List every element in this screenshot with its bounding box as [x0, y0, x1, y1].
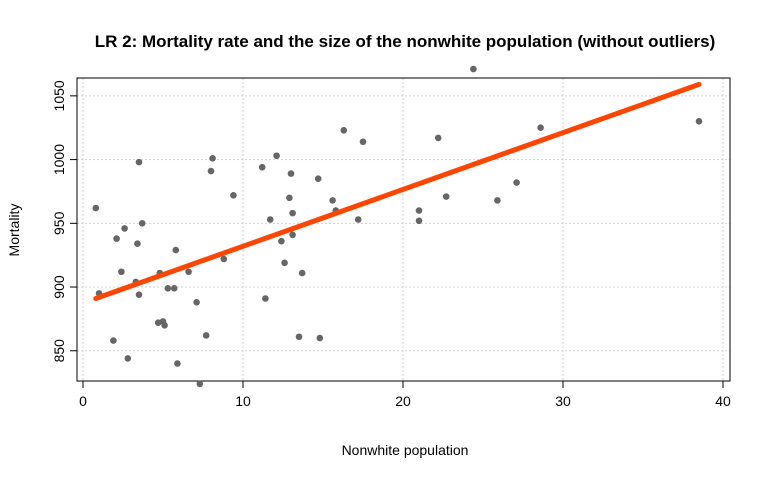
data-point — [273, 152, 280, 160]
data-point — [220, 255, 228, 263]
data-point — [174, 360, 181, 367]
data-point — [695, 118, 703, 125]
y-tick-label: 900 — [51, 275, 67, 299]
data-point — [298, 269, 306, 277]
x-tick-label: 40 — [715, 393, 731, 409]
data-point — [289, 209, 296, 217]
data-points — [92, 65, 703, 388]
data-point — [537, 124, 544, 132]
x-tick-label: 20 — [395, 393, 411, 409]
data-point — [134, 240, 141, 248]
data-point — [442, 193, 450, 200]
data-point — [124, 355, 132, 362]
data-point — [196, 380, 204, 388]
y-tick-label: 1050 — [51, 80, 67, 111]
chart-title: LR 2: Mortality rate and the size of the… — [95, 32, 716, 51]
data-point — [287, 170, 295, 177]
data-point — [121, 225, 128, 232]
x-tick-label: 30 — [555, 393, 571, 409]
data-point — [135, 291, 143, 298]
grid-lines — [77, 78, 730, 381]
data-point — [434, 134, 442, 142]
data-point — [494, 197, 501, 204]
data-point — [278, 237, 285, 245]
data-point — [113, 235, 120, 242]
data-point — [258, 163, 266, 171]
x-tick-label: 10 — [235, 393, 251, 409]
y-tick-label: 850 — [51, 339, 67, 363]
data-point — [286, 194, 293, 202]
data-point — [314, 175, 322, 183]
data-point — [185, 268, 192, 276]
data-point — [266, 216, 274, 223]
data-point — [281, 259, 288, 267]
data-point — [209, 155, 216, 162]
data-point — [354, 216, 362, 223]
data-point — [470, 65, 477, 73]
data-point — [415, 207, 423, 214]
data-point — [230, 191, 237, 199]
data-point — [329, 197, 336, 204]
data-point — [289, 231, 296, 239]
regression-line — [93, 81, 702, 302]
x-tick-label: 0 — [79, 393, 87, 409]
data-point — [118, 268, 125, 276]
data-point — [513, 179, 520, 186]
x-axis: 0 10 20 30 40 — [79, 380, 731, 409]
data-point — [316, 334, 324, 342]
data-point — [135, 158, 143, 166]
data-point — [170, 285, 178, 292]
data-point — [161, 321, 168, 329]
data-point — [202, 332, 210, 339]
data-point — [359, 138, 367, 146]
data-point — [207, 167, 215, 175]
data-point — [92, 204, 100, 212]
y-axis-label: Mortality — [6, 204, 22, 257]
data-point — [415, 217, 423, 225]
data-point — [295, 333, 303, 341]
data-point — [193, 299, 200, 306]
data-point — [138, 220, 146, 227]
data-point — [340, 126, 348, 134]
x-axis-label: Nonwhite population — [342, 442, 469, 458]
data-point — [164, 285, 172, 292]
y-tick-label: 950 — [51, 211, 67, 235]
y-tick-label: 1000 — [51, 144, 67, 175]
data-point — [172, 246, 180, 254]
data-point — [262, 295, 269, 302]
data-point — [110, 337, 117, 344]
y-axis: 850 900 950 1000 1050 — [51, 80, 77, 362]
